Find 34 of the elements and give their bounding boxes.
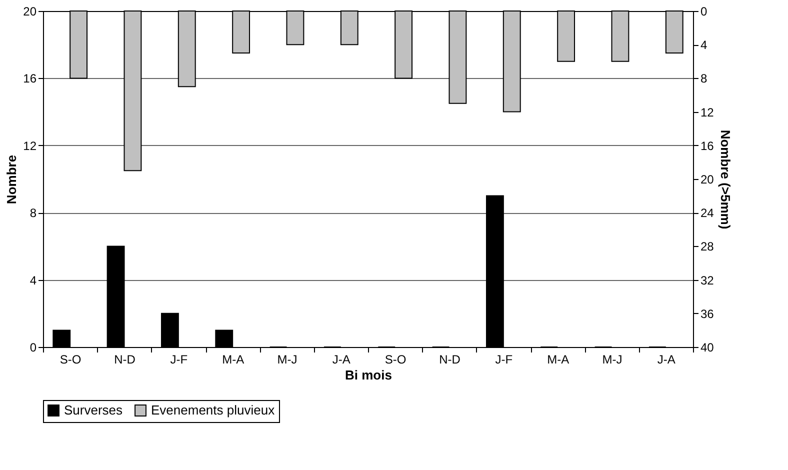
y2-tick-label: 24: [700, 206, 714, 220]
y2-tick-label: 0: [700, 4, 708, 18]
y-tick-label: 0: [30, 340, 37, 354]
x-tick-label: M-A: [222, 352, 244, 366]
y2-tick-label: 4: [700, 38, 708, 52]
y2-tick-label: 16: [700, 138, 714, 153]
legend-label: Surverses: [64, 402, 124, 418]
y-tick-label: 12: [23, 138, 37, 153]
y2-axis-title: Nombre (>5mm): [718, 130, 733, 230]
y2-tick-label: 28: [700, 240, 714, 254]
y-tick-label: 8: [30, 206, 37, 220]
x-tick-label: M-J: [602, 352, 622, 366]
x-tick-label: S-O: [384, 352, 406, 366]
y-tick-label: 4: [30, 273, 37, 288]
x-tick-label: J-A: [657, 352, 676, 366]
y-tick-label: 16: [23, 72, 37, 86]
x-tick-label: M-J: [277, 352, 298, 366]
x-axis-title: Bi mois: [345, 368, 392, 382]
x-tick-label: M-A: [547, 352, 570, 366]
y2-tick-label: 36: [700, 306, 714, 321]
y2-tick-label: 20: [700, 172, 714, 186]
y2-tick-label: 8: [700, 72, 708, 86]
legend-label: Evenements pluvieux: [151, 402, 276, 418]
y-axis-title: Nombre: [4, 154, 20, 204]
x-tick-label: N-D: [114, 352, 136, 366]
x-tick-label: N-D: [439, 352, 461, 366]
y2-tick-label: 32: [700, 273, 714, 288]
y-tick-label: 20: [23, 4, 37, 18]
y2-tick-label: 12: [700, 105, 714, 120]
y2-tick-label: 40: [700, 340, 714, 354]
x-tick-label: J-F: [495, 352, 513, 366]
x-tick-label: J-A: [332, 352, 350, 366]
x-tick-label: S-O: [60, 352, 82, 366]
x-tick-label: J-F: [170, 352, 188, 366]
